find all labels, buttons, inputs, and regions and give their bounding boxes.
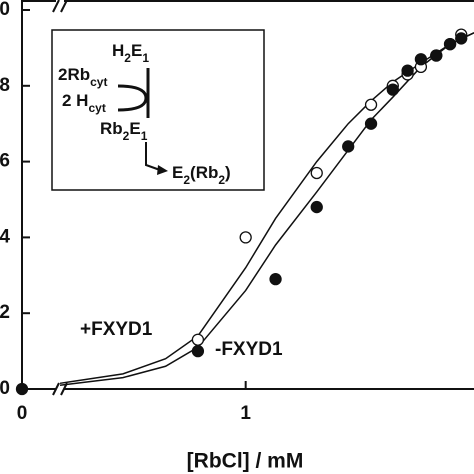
inset-text: 2 <box>123 129 130 143</box>
y-tick-label: 0.2 <box>0 302 10 323</box>
inset-text: cyt <box>90 75 107 89</box>
series-label: +FXYD1 <box>80 319 153 340</box>
axis-break <box>60 0 68 13</box>
inset-label: H2E1 <box>112 41 149 65</box>
inset-text: cyt <box>88 101 105 115</box>
axis-break <box>52 0 60 13</box>
data-point <box>443 37 457 51</box>
data-point <box>269 272 282 286</box>
inset-text: 2 <box>218 173 225 187</box>
inset-text: (Rb <box>190 163 218 182</box>
series-label: -FXYD1 <box>215 339 283 360</box>
x-tick-label: 0 <box>17 403 28 424</box>
y-tick-label: 0.0 <box>0 378 10 399</box>
data-point <box>430 49 443 62</box>
inset-label: E2(Rb2) <box>172 163 231 187</box>
y-tick-label: 0.4 <box>0 226 10 247</box>
data-point <box>191 344 205 358</box>
data-point <box>414 53 428 66</box>
data-point <box>364 98 378 111</box>
inset-arrowhead <box>157 165 168 175</box>
inset-text: 2 <box>183 173 190 187</box>
data-point <box>386 83 399 96</box>
inset-text: E <box>172 163 183 182</box>
x-axis-label: [RbCl] / mM <box>187 450 304 473</box>
inset-label: 2Rbcyt <box>58 65 107 89</box>
inset-text: ) <box>225 163 231 182</box>
inset-text: H <box>112 41 124 60</box>
data-point <box>310 166 323 180</box>
axis-break <box>52 382 60 396</box>
inset-arc <box>117 84 148 112</box>
inset-text: 2 <box>124 51 131 65</box>
inset-arrow <box>145 142 161 171</box>
data-point <box>15 382 29 396</box>
inset-box <box>51 29 265 191</box>
y-tick-label: 1.0 <box>0 0 10 20</box>
data-point <box>310 200 323 214</box>
inset-text: Rb <box>100 119 123 138</box>
inset-text: 2 H <box>62 91 88 110</box>
data-point <box>364 117 378 130</box>
y-tick-label: 0.6 <box>0 151 10 172</box>
data-point <box>239 231 252 244</box>
y-tick-label: 0.8 <box>0 75 10 96</box>
inset-text: 1 <box>142 51 149 65</box>
x-tick-label: 1 <box>240 403 251 424</box>
inset-label: 2 Hcyt <box>62 91 106 115</box>
data-point <box>191 333 205 346</box>
inset-text: E <box>131 41 142 60</box>
data-point <box>455 32 468 45</box>
inset-text: E <box>129 119 140 138</box>
data-point <box>401 64 414 77</box>
inset-text: 2Rb <box>58 65 90 84</box>
data-point <box>342 140 355 153</box>
inset-label: Rb2E1 <box>100 119 148 143</box>
inset-text: 1 <box>141 129 148 143</box>
